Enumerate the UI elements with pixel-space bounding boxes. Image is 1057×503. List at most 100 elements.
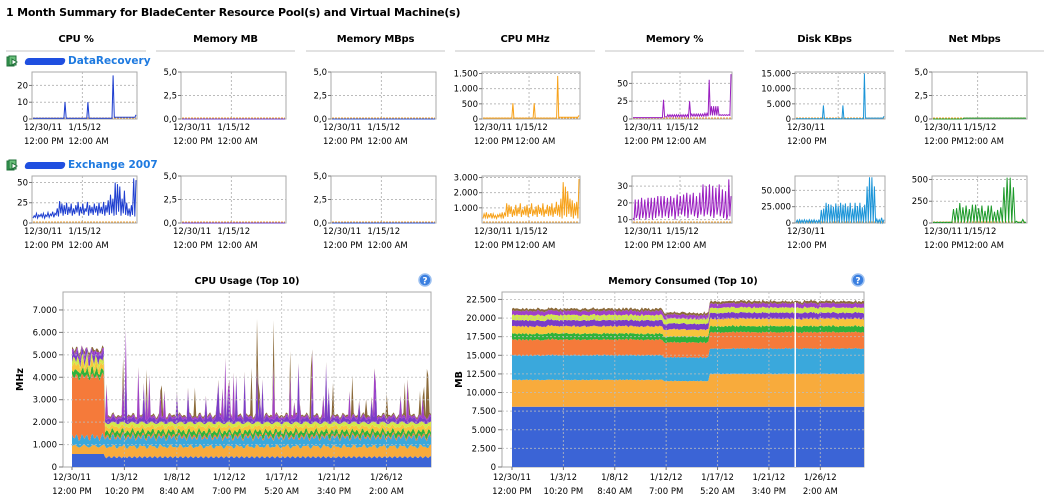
y-tick-label: 0: [623, 115, 628, 125]
mini-chart-cpu-mhz: 1.000 2.000 3.000 12/30/11 12:00 PM 1/15/12 12…: [452, 174, 584, 258]
x-tick-label: 2:00 AM: [369, 487, 404, 497]
virtual-machine-icon: [6, 55, 18, 66]
x-tick-label: 1/15/12: [367, 123, 400, 133]
x-tick-label: 8:40 AM: [159, 487, 194, 497]
y-tick-label: 5,0: [313, 172, 327, 182]
virtual-machine-icon: [6, 159, 18, 170]
series-line: [482, 178, 580, 221]
x-tick-label: 12/30/11: [53, 473, 91, 483]
x-tick-label: 8:40 AM: [597, 487, 632, 497]
x-tick-label: 1/17/12: [265, 473, 298, 483]
x-tick-label: 1/12/12: [213, 473, 246, 483]
area-series-4: [72, 372, 431, 442]
area-series-9: [512, 302, 864, 320]
y-tick-label: 2.000: [454, 189, 478, 199]
mini-chart-net-mbps: 0,0 2,5 5,0 12/30/11 12:00 PM 1/15/12 12:00 AM: [902, 68, 1031, 154]
help-icon[interactable]: ?: [851, 273, 865, 287]
x-tick-label: 12:00 PM: [24, 137, 64, 147]
series-line: [483, 75, 580, 119]
x-tick-label: 12/30/11: [924, 227, 962, 237]
y-tick-label: 5,0: [163, 68, 177, 78]
x-tick-label: 12/30/11: [787, 227, 825, 237]
column-header-cpu-pct: CPU %: [6, 34, 146, 52]
x-tick-label: 1/15/12: [217, 227, 250, 237]
x-tick-label: 12:00 PM: [787, 137, 827, 147]
x-tick-label: 12/30/11: [787, 123, 825, 133]
x-tick-label: 1/15/12: [217, 123, 250, 133]
area-series-1: [72, 454, 431, 467]
help-icon[interactable]: ?: [418, 273, 432, 287]
x-tick-label: 1/8/12: [601, 473, 628, 483]
series-line: [796, 73, 885, 120]
x-tick-label: 1/15/12: [68, 123, 101, 133]
x-tick-label: 12/30/11: [173, 227, 211, 237]
y-tick-label: 20.000: [466, 314, 496, 324]
x-tick-label: 1/21/12: [318, 473, 351, 483]
x-tick-label: 12:00 AM: [367, 241, 407, 251]
x-tick-label: 1/15/12: [964, 227, 997, 237]
y-tick-label: 0: [473, 115, 478, 125]
x-tick-label: 1/15/12: [964, 123, 997, 133]
redacted-text: [24, 161, 66, 169]
y-tick-label: 0,0: [163, 219, 177, 229]
area-series-5: [72, 366, 431, 440]
x-tick-label: 10:20 PM: [544, 487, 584, 497]
vm-link-exchange-2007[interactable]: Exchange 2007: [6, 157, 158, 173]
x-tick-label: 12:00 PM: [52, 487, 92, 497]
y-tick-label: 5,0: [163, 172, 177, 182]
chart-frame: [631, 175, 733, 224]
x-tick-label: 12:00 AM: [666, 241, 706, 251]
x-tick-label: 12:00 PM: [474, 241, 514, 251]
help-icon-glyph: ?: [422, 277, 427, 287]
mini-chart-disk-kbps: 0 5.000 10.000 15.000 12/30/11 12:00 PM: [761, 70, 889, 154]
x-tick-label: 1/15/12: [666, 123, 699, 133]
y-axis-label: MHz: [15, 368, 26, 391]
y-tick-label: 1.000: [454, 204, 478, 214]
mini-chart-memory-mbps: 0,0 2,5 5,0 12/30/11 12:00 PM 1/15/12 12:00 AM: [301, 68, 440, 154]
area-series-7: [512, 311, 864, 331]
y-tick-label: 25.000: [761, 203, 791, 213]
y-tick-label: 500: [462, 100, 478, 110]
x-tick-label: 12:00 AM: [666, 137, 706, 147]
area-series-6: [512, 317, 864, 338]
area-series-5: [512, 324, 864, 344]
x-tick-label: 12/30/11: [474, 227, 512, 237]
y-tick-label: 10: [617, 216, 628, 226]
x-tick-label: 1/3/12: [111, 473, 138, 483]
series-line: [632, 179, 732, 222]
mini-chart-net-mbps: 0 250 500 12/30/11 12:00 PM 1/15/12 12:00 AM: [902, 175, 1031, 258]
y-tick-label: 17.500: [466, 333, 496, 343]
mini-chart-memory: 0 25 50 12/30/11 12:00 PM 1/15/12 12:00 AM: [602, 71, 736, 154]
x-tick-label: 1/8/12: [163, 473, 190, 483]
x-tick-label: 1/26/12: [370, 473, 403, 483]
x-tick-label: 7:00 PM: [649, 487, 683, 497]
x-tick-label: 3:40 PM: [317, 487, 351, 497]
y-tick-label: 0,0: [914, 115, 928, 125]
vm-link-datarecovery[interactable]: DataRecovery: [6, 53, 151, 69]
x-tick-label: 12/30/11: [624, 227, 662, 237]
mini-chart-cpu: 0 10 20 12/30/11 12:00 PM 1/15/12 12:00 AM: [2, 71, 141, 154]
x-tick-label: 12:00 AM: [964, 241, 1004, 251]
area-series-8: [512, 306, 864, 325]
y-tick-label: 1.000: [454, 85, 478, 95]
x-tick-label: 1/15/12: [515, 227, 548, 237]
column-header-net-mbps: Net Mbps: [905, 34, 1044, 52]
y-tick-label: 50: [17, 178, 28, 188]
y-tick-label: 6.000: [33, 328, 57, 338]
chart-frame: [31, 175, 138, 224]
y-tick-label: 3.000: [454, 174, 478, 184]
mini-chart-cpu: 0 25 50 12/30/11 12:00 PM 1/15/12 12:00 AM: [2, 175, 141, 258]
help-icon-circle: [851, 273, 865, 287]
x-tick-label: 12:00 AM: [367, 137, 407, 147]
y-tick-label: 5,0: [914, 68, 928, 78]
x-tick-label: 1/26/12: [804, 473, 837, 483]
x-tick-label: 12/30/11: [924, 123, 962, 133]
series-line: [933, 117, 1026, 120]
series-line: [33, 75, 137, 119]
y-tick-label: 2,5: [163, 92, 177, 102]
x-tick-label: 5:20 AM: [700, 487, 735, 497]
x-tick-label: 12:00 PM: [624, 241, 664, 251]
area-series-2: [72, 444, 431, 459]
x-tick-label: 12:00 PM: [924, 241, 964, 251]
y-tick-label: 2,5: [313, 196, 327, 206]
